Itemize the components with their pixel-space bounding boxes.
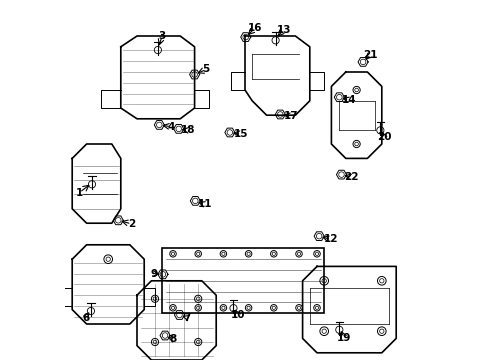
Text: 18: 18 <box>181 125 196 135</box>
Text: 16: 16 <box>248 23 262 33</box>
Text: 20: 20 <box>377 132 391 142</box>
Text: 6: 6 <box>82 312 90 323</box>
Text: 8: 8 <box>170 334 176 344</box>
Text: 15: 15 <box>233 129 248 139</box>
Text: 13: 13 <box>277 24 291 35</box>
Text: 17: 17 <box>284 111 298 121</box>
Text: 14: 14 <box>342 95 357 105</box>
Text: 2: 2 <box>128 219 135 229</box>
Text: 3: 3 <box>159 31 166 41</box>
Text: 9: 9 <box>151 269 158 279</box>
Text: 21: 21 <box>363 50 377 60</box>
Text: 19: 19 <box>337 333 351 343</box>
Text: 12: 12 <box>323 234 338 244</box>
Text: 10: 10 <box>231 310 245 320</box>
Text: 1: 1 <box>76 188 83 198</box>
Text: 22: 22 <box>344 172 359 182</box>
Text: 4: 4 <box>168 122 175 132</box>
Text: 7: 7 <box>183 312 191 323</box>
Text: 5: 5 <box>202 64 210 75</box>
Text: 11: 11 <box>197 199 212 210</box>
